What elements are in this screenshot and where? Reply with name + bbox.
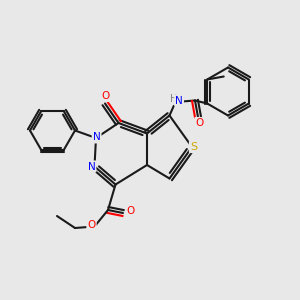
Text: N: N xyxy=(93,132,101,142)
Text: S: S xyxy=(190,142,197,152)
Text: O: O xyxy=(87,220,96,230)
Text: N: N xyxy=(175,95,183,106)
Text: O: O xyxy=(101,91,109,101)
Text: H: H xyxy=(170,94,178,104)
Text: N: N xyxy=(88,161,95,172)
Text: O: O xyxy=(195,118,204,128)
Text: O: O xyxy=(126,206,135,217)
